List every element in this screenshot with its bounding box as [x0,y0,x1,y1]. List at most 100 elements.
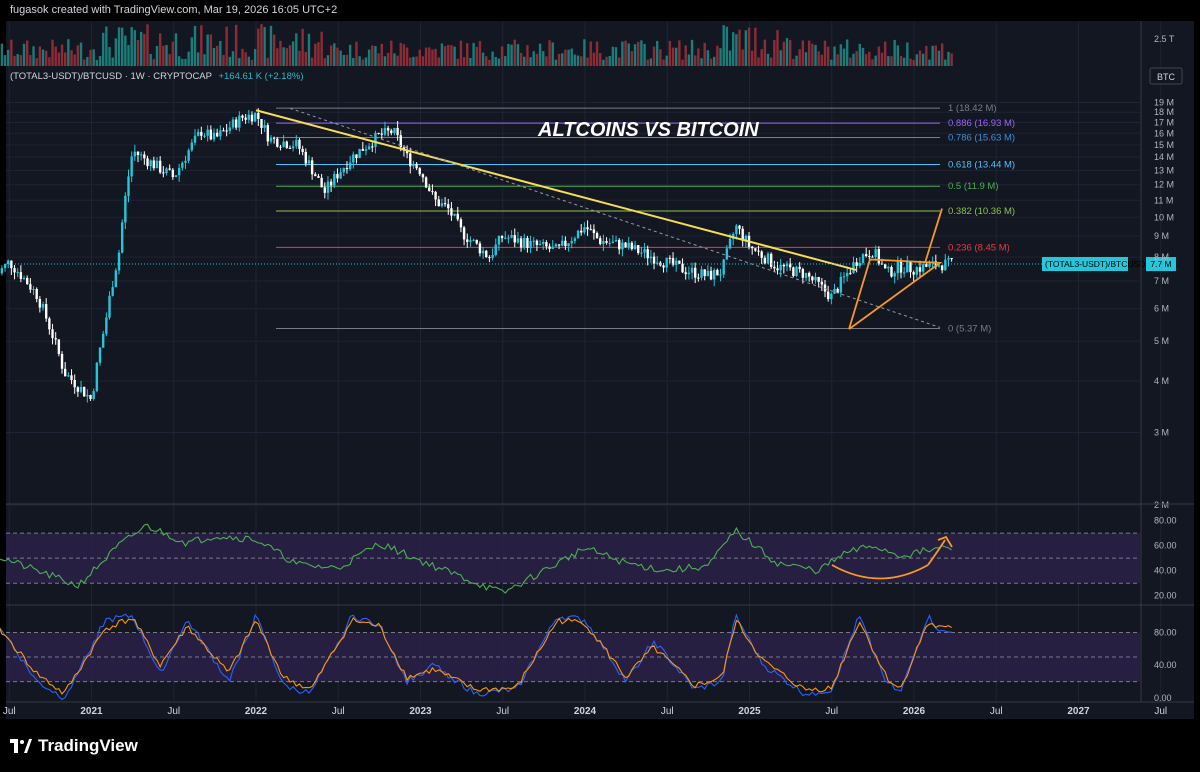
x-tick-label: Jul [3,706,16,717]
volume-bar [405,47,409,66]
candle-body [754,248,757,251]
volume-bar [744,30,748,66]
volume-bar [554,59,558,66]
candle-body [861,254,865,263]
candle-body [564,240,567,247]
candle-body [788,263,792,268]
candle-body [586,227,589,230]
volume-bar [516,44,520,66]
candle-body [171,169,175,177]
x-tick-label: 2023 [409,706,432,717]
price-tag-box [1042,257,1128,272]
fib-level-label: 1 (18.42 M) [948,103,997,114]
symbol-line[interactable]: (TOTAL3-USDT)/BTCUSD · 1W · CRYPTOCAP +1… [10,71,304,82]
volume-bar [253,49,257,66]
candle-body [567,243,570,247]
volume-bar [434,48,437,66]
candle-body [519,238,523,248]
candle-body [386,127,390,131]
volume-bar [450,45,453,66]
fib-level-label: 0 (5.37 M) [948,323,991,334]
candle-body [269,137,273,142]
candle-body [877,249,881,264]
volume-bar [788,40,792,66]
candle-body [795,266,798,277]
candle-body [13,268,16,273]
volume-bar [830,59,833,66]
volume-bar [735,34,738,66]
volume-bar [203,54,206,66]
volume-bar [944,59,947,66]
volume-bar [773,39,776,66]
volume-bar [424,47,428,66]
volume-bar [41,49,45,66]
volume-bar [307,33,311,66]
volume-bar [263,27,266,67]
volume-bar [412,56,415,66]
volume-bar [238,58,241,66]
candle-body [665,257,668,268]
volume-bar [399,42,402,66]
candle-body [637,245,640,253]
rsi-tick-label: 60.00 [1154,541,1177,551]
candle-body [155,160,159,169]
volume-bar [687,54,691,66]
candle-body [67,375,70,377]
volume-bar [776,30,779,67]
volume-bar [152,59,156,66]
volume-bar [934,45,938,66]
candle-body [481,250,485,254]
candle-body [583,227,586,233]
y-tick-label: 17 M [1154,117,1174,127]
candle-body [162,172,165,174]
candle-body [238,115,241,128]
volume-bar [551,42,554,66]
volume-bar [54,46,57,66]
candle-body [820,281,824,285]
candle-body [852,262,855,274]
candle-body [7,260,10,265]
candle-body [82,386,86,397]
volume-bar [326,55,330,66]
candle-body [538,243,542,245]
candle-body [912,272,915,275]
candle-body [738,225,741,229]
candle-body [513,235,516,243]
tradingview-logo[interactable]: TradingView [10,736,138,756]
candle-body [16,272,19,274]
volume-bar [576,55,580,66]
x-tick-label: 2021 [80,706,103,717]
candle-body [580,230,583,233]
stoch-layer [0,613,1140,701]
candle-body [101,333,105,348]
volume-bar [155,45,159,66]
candle-body [611,241,615,243]
volume-bar [807,40,811,66]
y-tick-label: 7 M [1154,276,1169,286]
candle-body [709,270,713,280]
volume-bar [580,56,583,66]
volume-bar [561,53,564,66]
candle-body [60,353,64,369]
volume-bar [485,56,488,66]
volume-bar [51,39,54,66]
volume-bar [659,49,662,66]
candle-body [925,264,928,267]
candle-body [57,339,61,354]
candle-body [621,242,624,250]
candle-body [497,235,501,245]
candle-body [86,395,89,397]
y-tick-label: 10 M [1154,212,1174,222]
volume-bar [614,47,618,66]
rsi-tick-label: 40.00 [1154,566,1177,576]
fib-level-label: 0.382 (10.36 M) [948,206,1015,217]
candle-body [225,130,228,132]
symbol-name[interactable]: (TOTAL3-USDT)/BTCUSD · 1W · CRYPTOCAP [10,71,212,82]
candle-body [488,257,491,259]
candle-body [92,391,95,399]
candle-body [345,168,349,170]
volume-bar [288,45,292,66]
volume-bar [731,32,735,66]
candle-body [817,277,820,282]
candle-body [367,146,371,150]
